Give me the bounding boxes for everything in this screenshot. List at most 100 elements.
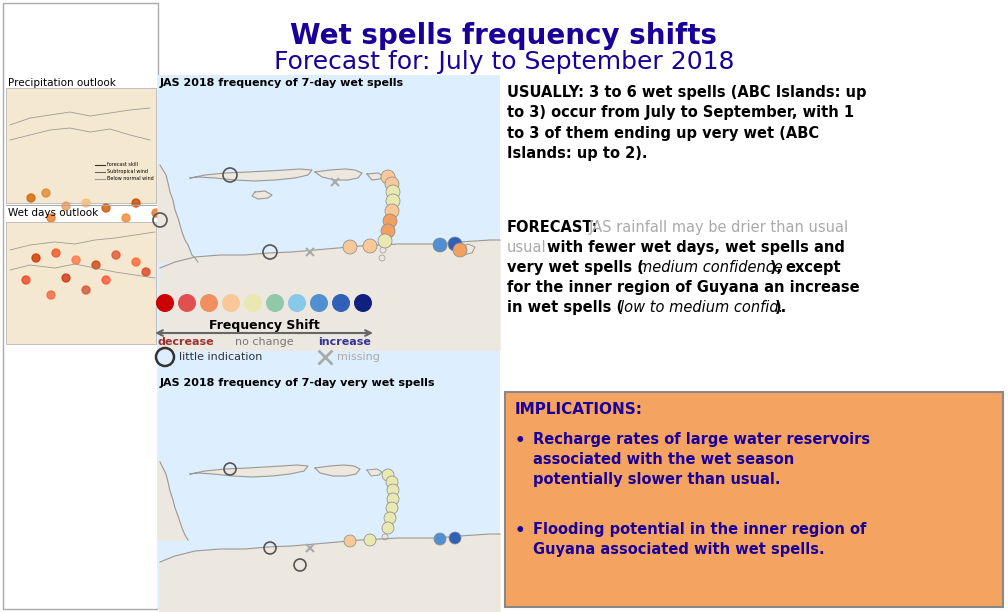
Circle shape: [390, 485, 396, 491]
Circle shape: [389, 180, 395, 186]
Polygon shape: [458, 244, 475, 255]
Circle shape: [434, 533, 446, 545]
Circle shape: [122, 214, 130, 222]
Polygon shape: [252, 191, 272, 199]
Text: Wet days outlook: Wet days outlook: [8, 208, 98, 218]
Circle shape: [378, 234, 392, 248]
FancyBboxPatch shape: [505, 392, 1003, 607]
Circle shape: [152, 209, 160, 217]
Circle shape: [387, 514, 393, 520]
Circle shape: [453, 243, 467, 257]
Circle shape: [386, 185, 400, 199]
Circle shape: [332, 294, 350, 312]
Text: JAS rainfall may be drier than usual: JAS rainfall may be drier than usual: [589, 220, 849, 235]
Circle shape: [42, 189, 50, 197]
Text: JAS 2018 frequency of 7-day wet spells: JAS 2018 frequency of 7-day wet spells: [160, 78, 404, 88]
Circle shape: [22, 229, 30, 237]
Circle shape: [22, 276, 30, 284]
Circle shape: [382, 522, 394, 534]
Circle shape: [363, 239, 377, 253]
FancyBboxPatch shape: [6, 222, 156, 344]
Text: ).: ).: [775, 300, 787, 315]
Text: with fewer wet days, wet spells and: with fewer wet days, wet spells and: [547, 240, 845, 255]
Circle shape: [385, 204, 399, 218]
Text: Flooding potential in the inner region of
Guyana associated with wet spells.: Flooding potential in the inner region o…: [533, 522, 866, 557]
Circle shape: [386, 194, 400, 208]
Text: decrease: decrease: [157, 337, 214, 347]
Circle shape: [343, 240, 357, 254]
Text: forecast skill: forecast skill: [107, 163, 138, 168]
Circle shape: [385, 177, 399, 191]
Text: increase: increase: [319, 337, 371, 347]
Circle shape: [387, 493, 399, 505]
Circle shape: [47, 291, 55, 299]
Text: for the inner region of Guyana an increase: for the inner region of Guyana an increa…: [507, 280, 860, 295]
Circle shape: [47, 214, 55, 222]
Circle shape: [384, 512, 396, 524]
Polygon shape: [314, 465, 360, 476]
Circle shape: [381, 224, 395, 238]
Circle shape: [62, 274, 70, 282]
FancyBboxPatch shape: [158, 75, 500, 610]
Circle shape: [386, 502, 398, 514]
Text: USUALLY: 3 to 6 wet spells (ABC Islands: up
to 3) occur from July to September, : USUALLY: 3 to 6 wet spells (ABC Islands:…: [507, 85, 867, 161]
Circle shape: [448, 237, 462, 251]
Polygon shape: [160, 240, 500, 350]
Text: except: except: [785, 260, 841, 275]
Circle shape: [449, 532, 461, 544]
Circle shape: [178, 294, 196, 312]
Circle shape: [72, 224, 80, 232]
Text: Forecast for: July to September 2018: Forecast for: July to September 2018: [274, 50, 734, 74]
Circle shape: [389, 207, 395, 213]
Circle shape: [383, 214, 397, 228]
Circle shape: [382, 534, 388, 540]
Circle shape: [390, 494, 396, 500]
Polygon shape: [158, 165, 198, 262]
Circle shape: [132, 199, 140, 207]
Circle shape: [200, 294, 218, 312]
Circle shape: [390, 197, 396, 203]
Circle shape: [82, 199, 90, 207]
Polygon shape: [314, 169, 362, 180]
Circle shape: [102, 276, 110, 284]
Text: Below normal wind: Below normal wind: [107, 176, 154, 182]
Circle shape: [52, 249, 60, 257]
Circle shape: [382, 237, 388, 243]
Text: Wet spells frequency shifts: Wet spells frequency shifts: [290, 22, 718, 50]
Circle shape: [344, 535, 356, 547]
Text: Frequency Shift: Frequency Shift: [209, 319, 320, 332]
Circle shape: [385, 471, 391, 477]
Text: little indication: little indication: [179, 352, 262, 362]
Circle shape: [385, 524, 391, 530]
Circle shape: [387, 484, 399, 496]
Text: •: •: [515, 522, 525, 540]
Circle shape: [389, 477, 395, 483]
Polygon shape: [190, 169, 312, 181]
Text: Subtropical wind: Subtropical wind: [107, 170, 148, 174]
Circle shape: [385, 227, 391, 233]
Text: ),: ),: [770, 260, 787, 275]
Circle shape: [386, 476, 398, 488]
Text: medium confidence: medium confidence: [638, 260, 783, 275]
Circle shape: [244, 294, 262, 312]
Circle shape: [288, 294, 306, 312]
Text: in wet spells (: in wet spells (: [507, 300, 623, 315]
Circle shape: [102, 204, 110, 212]
Circle shape: [142, 268, 150, 276]
Circle shape: [381, 170, 395, 184]
Text: IMPLICATIONS:: IMPLICATIONS:: [515, 402, 643, 417]
Circle shape: [382, 469, 394, 481]
Text: very wet spells (: very wet spells (: [507, 260, 644, 275]
Circle shape: [92, 261, 100, 269]
Text: Recharge rates of large water reservoirs
associated with the wet season
potentia: Recharge rates of large water reservoirs…: [533, 432, 870, 487]
Circle shape: [156, 294, 174, 312]
Circle shape: [92, 229, 100, 237]
Circle shape: [389, 504, 395, 510]
Text: Precipitation outlook: Precipitation outlook: [8, 78, 116, 88]
Circle shape: [72, 256, 80, 264]
Circle shape: [433, 238, 447, 252]
Circle shape: [379, 255, 385, 261]
Circle shape: [27, 194, 35, 202]
Text: low to medium confid.: low to medium confid.: [620, 300, 783, 315]
Circle shape: [385, 174, 391, 180]
